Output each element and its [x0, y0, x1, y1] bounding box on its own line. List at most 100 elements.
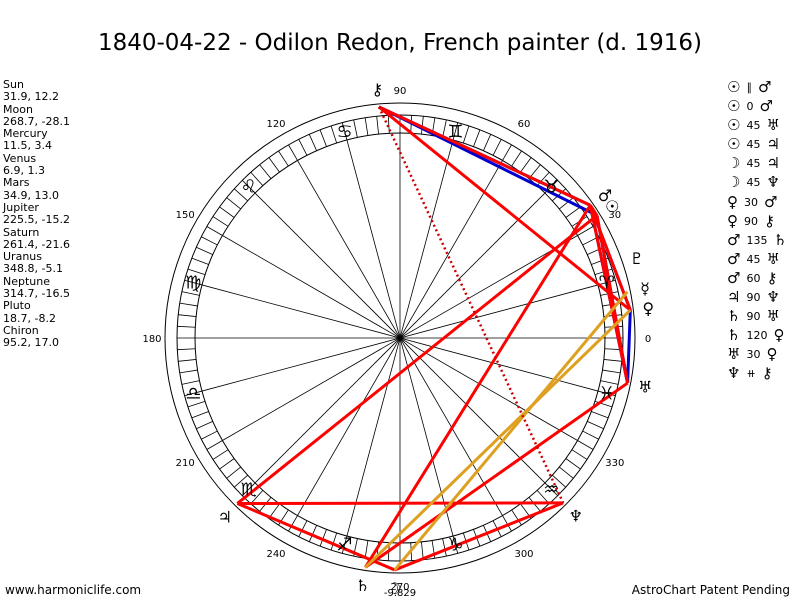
degree-label: 60	[518, 119, 531, 130]
degree-tick	[212, 449, 229, 460]
degree-tick	[288, 515, 298, 532]
degree-tick	[308, 134, 317, 151]
aspect-line	[394, 501, 564, 572]
degree-tick	[298, 139, 308, 156]
spoke-line	[201, 284, 599, 392]
degree-tick	[219, 458, 235, 470]
planet-value-mercury: 11.5, 3.4	[3, 139, 52, 153]
degree-tick	[603, 359, 622, 362]
degree-tick	[462, 125, 470, 144]
aspect-planet-glyph: ⚷	[766, 268, 778, 287]
aspect-line	[364, 309, 632, 569]
degree-label: 0	[645, 334, 651, 345]
degree-tick	[187, 268, 206, 276]
aspect-row: ☽ 45 ♃	[727, 154, 787, 173]
degree-tick	[242, 482, 256, 496]
degree-tick	[181, 291, 200, 296]
planet-value-neptune: 314.7, -16.5	[3, 287, 70, 301]
aspect-row: ☉ ∥ ♂	[727, 78, 787, 97]
aspect-angle: 90	[746, 310, 761, 324]
degree-tick	[330, 532, 338, 551]
degree-tick	[421, 116, 424, 135]
aspect-planet-glyph: ♆	[766, 173, 780, 192]
aspect-angle: 45	[746, 138, 761, 152]
aspect-row: ♂ 135 ♄	[727, 231, 787, 250]
planet-name-saturn: Saturn	[3, 225, 40, 239]
degree-tick	[587, 246, 604, 255]
aspect-planet-glyph: ♂	[727, 268, 741, 287]
aspect-planet-glyph: ☉	[727, 135, 741, 154]
degree-tick	[442, 538, 447, 557]
aspect-planet-glyph: ♅	[766, 307, 780, 326]
planet-glyph-venus: ♀	[642, 299, 654, 318]
zodiac-sign-glyph: ♊	[447, 121, 463, 142]
degree-tick	[226, 466, 241, 479]
degree-tick	[600, 380, 619, 385]
degree-tick	[376, 116, 379, 135]
degree-tick	[179, 369, 198, 374]
degree-tick	[187, 400, 206, 408]
planet-value-jupiter: 225.5, -15.2	[3, 213, 70, 227]
aspect-planet-glyph: ♂	[727, 230, 741, 249]
degree-tick	[234, 188, 248, 202]
degree-tick	[341, 535, 348, 554]
zodiac-sign-glyph: ♋	[337, 121, 353, 142]
degree-tick	[226, 197, 241, 210]
degree-tick	[483, 134, 492, 151]
aspect-planet-glyph: ♃	[727, 288, 741, 307]
planet-glyph-neptune: ♆	[569, 507, 583, 526]
degree-tick	[177, 325, 196, 328]
aspect-line	[588, 204, 632, 311]
degree-tick	[511, 150, 522, 167]
planet-value-moon: 268.7, -28.1	[3, 114, 70, 128]
aspect-angle: 45	[746, 176, 761, 190]
aspect-planet-glyph: ☉	[727, 116, 741, 135]
degree-tick	[319, 129, 327, 147]
degree-label: 240	[266, 549, 285, 560]
degree-tick	[544, 482, 558, 496]
aspect-row: ☉ 0 ♂	[727, 97, 787, 116]
degree-tick	[559, 466, 574, 479]
degree-tick	[184, 390, 203, 397]
aspect-planet-glyph: ♄	[773, 230, 787, 249]
degree-tick	[179, 302, 198, 307]
planet-glyph-sun: ☉	[605, 197, 619, 216]
aspect-planet-glyph: ♂	[764, 192, 778, 211]
aspect-angle: 135	[746, 233, 768, 247]
degree-tick	[319, 529, 327, 547]
aspect-angle: 0	[746, 100, 754, 114]
zodiac-sign-glyph: ♐	[337, 535, 353, 556]
degree-tick	[308, 525, 317, 542]
aspect-planet-glyph: ♄	[727, 307, 741, 326]
degree-label: 330	[605, 458, 624, 469]
degree-tick	[536, 172, 550, 186]
degree-tick	[184, 279, 203, 286]
aspect-planet-glyph: ♀	[766, 345, 778, 364]
degree-tick	[520, 157, 532, 173]
degree-tick	[559, 197, 574, 210]
degree-tick	[178, 359, 197, 362]
degree-label: 30	[608, 210, 621, 221]
degree-tick	[234, 474, 248, 488]
degree-tick	[602, 369, 621, 374]
aspect-planet-glyph: ♃	[766, 135, 780, 154]
chart-title: 1840-04-22 - Odilon Redon, French painte…	[97, 30, 703, 56]
degree-tick	[191, 257, 209, 265]
footer-site-link[interactable]: www.harmoniclife.com	[5, 583, 142, 597]
degree-tick	[565, 206, 581, 218]
aspect-planet-glyph: ♂	[727, 249, 741, 268]
degree-label: 90	[394, 86, 407, 97]
aspect-planet-glyph: ♀	[727, 192, 738, 211]
planet-value-mars: 34.9, 13.0	[3, 188, 59, 202]
planet-name-pluto: Pluto	[3, 299, 31, 313]
aspect-angle: 90	[746, 291, 761, 305]
degree-tick	[353, 119, 358, 138]
planet-glyph-saturn: ♄	[355, 576, 369, 595]
degree-tick	[250, 490, 264, 504]
aspect-planet-glyph: ☉	[727, 97, 741, 116]
aspect-row: ♀ 90 ⚷	[727, 212, 787, 231]
degree-label: 180	[142, 334, 161, 345]
degree-tick	[511, 509, 522, 526]
planet-name-chiron: Chiron	[3, 323, 39, 337]
planet-name-neptune: Neptune	[3, 274, 51, 288]
